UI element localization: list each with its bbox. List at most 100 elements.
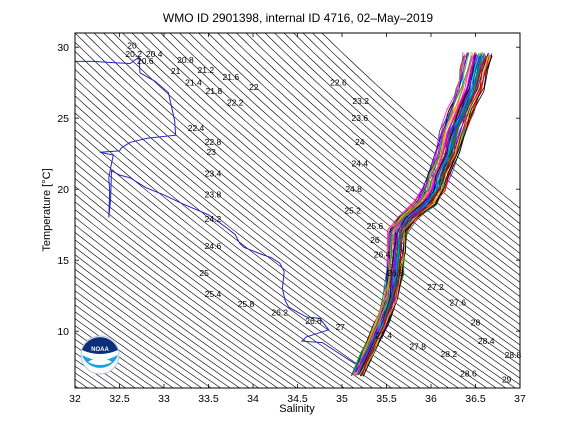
density-contour-label: 22 [249,82,259,92]
density-contour-line [75,290,212,388]
y-tick-label: 25 [57,113,69,125]
float-profile-line [351,56,472,374]
density-contour-label: 26.6 [305,316,322,326]
density-contour-line [75,201,326,388]
density-contour-line [75,239,278,388]
density-contour-line [75,275,231,388]
density-contour-line [75,338,145,388]
float-profile-line [360,54,490,375]
float-profile-line [360,53,489,376]
noaa-logo-text: NOAA [91,347,109,353]
density-contour-label: 28.6 [460,369,477,379]
density-contours [75,33,520,388]
density-contour-label: 25.4 [205,289,222,299]
density-contour-line [75,216,307,388]
density-contour-line [75,60,487,388]
cruise-track-line [75,56,356,365]
density-contour-line [274,33,520,247]
density-contour-label: 23.2 [352,96,369,106]
density-contour-line [75,254,259,388]
density-contour-line [75,129,411,388]
density-contour-line [236,33,520,276]
density-contour-line [321,33,520,209]
density-contour-line [283,33,520,240]
float-profile-line [359,56,488,374]
density-contour-line [302,33,520,225]
density-contour-line [75,325,164,388]
density-contour-line [75,95,449,388]
density-contour-line [255,33,520,262]
density-contour-line [75,224,297,388]
density-contour-label: 22.4 [188,123,205,133]
x-tick-label: 32 [69,393,81,405]
density-contour-label: 24.4 [352,159,369,169]
density-contour-line [75,193,335,388]
y-tick-label: 15 [57,255,69,267]
density-contour-line [75,41,506,388]
x-tick-label: 36.5 [465,393,486,405]
x-axis-label: Salinity [279,403,315,415]
float-profile-line [363,55,493,376]
density-contour-label: 20.6 [137,56,154,66]
density-contour-label: 23.8 [205,190,222,200]
x-tick-label: 33 [158,393,170,405]
density-contour-line [188,33,520,311]
cruise-track [75,56,356,365]
density-contour-label: 28.4 [478,336,495,346]
density-contour-line [141,33,520,346]
density-contour-line [169,33,520,325]
density-contour-label: 27.8 [409,342,426,352]
density-contour-label: 20.2 [125,49,142,59]
x-tick-label: 37 [514,393,526,405]
y-axis-ticks: 10 15 20 25 30 [57,42,520,338]
density-contour-line [75,232,288,388]
density-contour-label: 28.8 [505,350,522,360]
x-tick-label: 34 [247,393,259,405]
density-contour-label: 20.8 [177,55,194,65]
density-contour-label: 27 [335,322,345,332]
density-contour-label: 21.6 [223,72,240,82]
density-contour-line [75,297,202,388]
density-contour-line [75,365,107,388]
density-contour-line [75,86,459,388]
x-tick-label: 32.5 [109,393,130,405]
density-contour-label: 25 [199,268,209,278]
density-contour-label: 28 [471,318,481,328]
density-contour-line [198,33,520,305]
density-contour-line [312,33,520,217]
x-tick-label: 35.5 [376,393,397,405]
density-contour-line [75,178,354,388]
density-contour-label: 22.2 [227,97,244,107]
density-contour-line [75,318,174,388]
density-contour-line [75,51,497,388]
density-contour-label: 21.4 [185,78,202,88]
density-contour-line [217,33,520,290]
density-contour-line [160,33,520,332]
density-contour-line [75,246,269,388]
chart-title: WMO ID 2901398, internal ID 4716, 02–May… [163,11,433,25]
density-contour-line [150,33,520,339]
density-contour-label: 26.8 [387,268,404,278]
float-profile-line [358,54,476,376]
density-contour-label: 20 [127,41,137,51]
density-contour-line [84,33,520,386]
noaa-logo: NOAA [80,335,120,375]
density-contour-label: 22.8 [205,137,222,147]
density-contour-label: 20.4 [146,49,163,59]
density-contour-label: 24 [355,137,365,147]
density-contour-label: 23 [206,147,216,157]
density-contour-line [75,261,250,388]
density-contour-line [75,121,421,388]
density-contour-line [75,145,392,388]
density-contour-label: 24.2 [205,214,222,224]
float-profile-line [358,55,482,375]
density-contour-label: 25.8 [238,299,255,309]
density-contour-label: 28.2 [441,349,458,359]
density-contour-label: 24.6 [205,241,222,251]
x-tick-label: 34.5 [287,393,308,405]
density-contour-line [112,33,520,366]
density-contour-label: 27.4 [376,330,393,340]
density-contour-label: 26 [370,235,380,245]
density-contour-label: 27.2 [427,282,444,292]
